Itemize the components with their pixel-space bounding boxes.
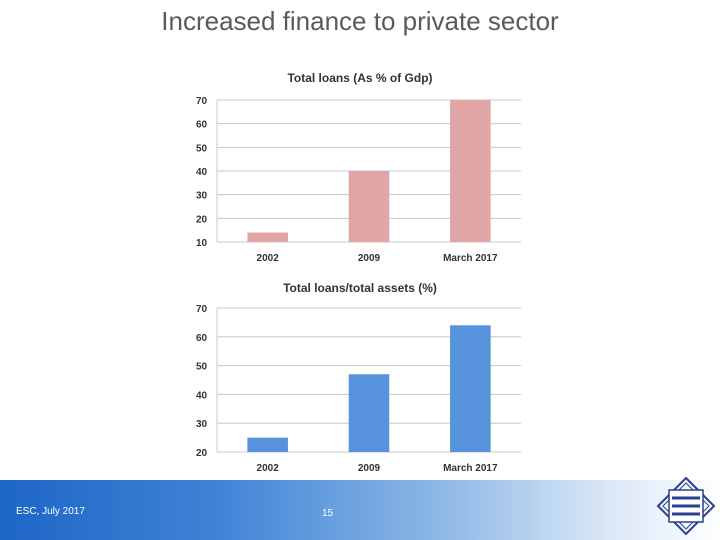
x-axis-ticks: 2002 2009 March 2017 (257, 253, 498, 264)
chart-total-loans-gdp: Total loans (As % of Gdp) 70 60 50 40 30 20 10… (196, 71, 521, 264)
footer-event-label: ESC, July 2017 (16, 506, 85, 517)
bar-2002 (247, 232, 288, 242)
x-tick-label: March 2017 (443, 463, 498, 474)
bar-2009 (348, 171, 390, 242)
x-tick-label: 2002 (257, 253, 280, 264)
x-axis-ticks: 2002 2009 March 2017 (257, 463, 498, 474)
y-tick-label: 30 (196, 191, 208, 202)
x-tick-label: 2009 (358, 463, 381, 474)
y-tick-label: 50 (196, 143, 208, 154)
banking-association-logo-icon (656, 476, 716, 536)
x-tick-label: 2002 (257, 463, 280, 474)
chart-title-total-loans-assets: Total loans/total assets (%) (283, 281, 437, 295)
bar-march-2017 (450, 325, 491, 452)
y-tick-label: 20 (196, 214, 208, 225)
y-tick-label: 20 (196, 448, 208, 459)
bar-2002 (247, 437, 288, 452)
slide-title: Increased finance to private sector (161, 6, 559, 36)
chart-title-total-loans-gdp: Total loans (As % of Gdp) (287, 71, 432, 85)
footer-band (0, 480, 720, 540)
y-tick-label: 60 (196, 333, 208, 344)
y-tick-label: 60 (196, 120, 208, 131)
y-tick-label: 40 (196, 167, 208, 178)
x-tick-label: 2009 (358, 253, 381, 264)
bar-group (247, 325, 491, 452)
y-tick-label: 50 (196, 362, 208, 373)
y-tick-label: 30 (196, 419, 208, 430)
y-tick-label: 70 (196, 304, 208, 315)
chart-total-loans-assets: Total loans/total assets (%) 70 60 50 40 30 2… (196, 281, 521, 474)
y-tick-label: 10 (196, 238, 208, 249)
bar-2009 (348, 374, 390, 452)
page-number: 15 (322, 508, 334, 519)
y-axis-ticks: 70 60 50 40 30 20 (196, 304, 208, 459)
y-tick-label: 40 (196, 390, 208, 401)
bar-march-2017 (450, 100, 491, 242)
y-tick-label: 70 (196, 96, 208, 107)
x-tick-label: March 2017 (443, 253, 498, 264)
y-axis-ticks: 70 60 50 40 30 20 10 (196, 96, 208, 249)
bar-group (247, 100, 491, 242)
